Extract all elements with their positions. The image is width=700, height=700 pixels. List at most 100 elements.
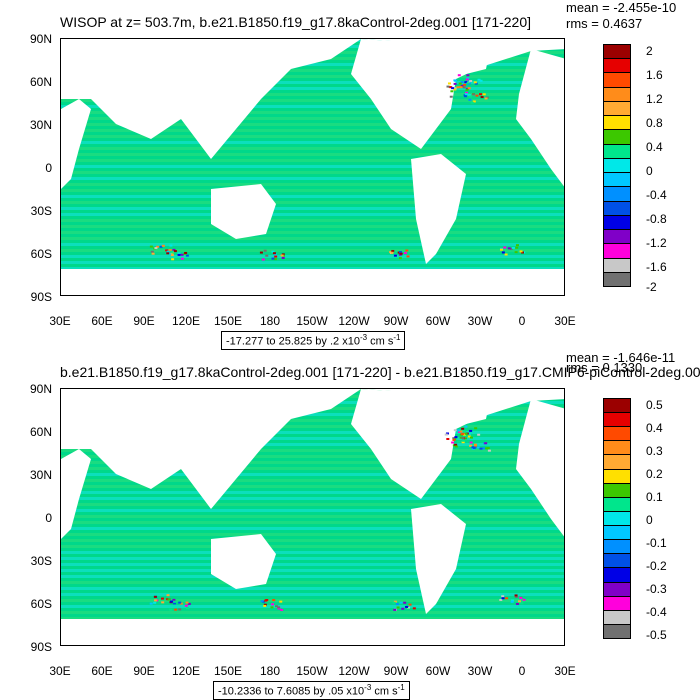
anomaly-cell [166, 594, 170, 597]
anomaly-cell [173, 600, 177, 603]
anomaly-cell [151, 252, 155, 255]
anomaly-cell [501, 595, 505, 598]
bottom-range-note: -10.2336 to 7.6085 by .05 x10-3 cm s-1 [213, 681, 410, 700]
anomaly-cell [449, 86, 453, 89]
ocean-band [61, 521, 564, 524]
land-mass [61, 619, 564, 645]
colorbar-box [603, 115, 631, 131]
colorbar-box [603, 553, 631, 569]
anomaly-cell [481, 447, 485, 450]
top-cbar-label: 0.8 [646, 116, 663, 130]
anomaly-cell [515, 602, 519, 605]
anomaly-cell [482, 93, 486, 96]
anomaly-cell [399, 252, 403, 255]
anomaly-cell [511, 246, 515, 249]
bottom-xtick: 60W [425, 664, 451, 678]
anomaly-cell [390, 251, 394, 254]
anomaly-cell [395, 603, 399, 606]
anomaly-cell [403, 252, 407, 255]
ocean-band [61, 503, 564, 506]
anomaly-cell [446, 437, 450, 440]
colorbar-box [603, 510, 631, 527]
bottom-range-exp2: -1 [397, 683, 405, 692]
anomaly-cell [393, 600, 397, 603]
colorbar-box [603, 482, 631, 498]
anomaly-cell [472, 100, 476, 103]
anomaly-cell [499, 248, 503, 251]
land-mass [211, 534, 276, 589]
land-mass [516, 399, 564, 537]
anomaly-cell [469, 444, 473, 447]
anomaly-cell [477, 78, 481, 81]
anomaly-cell [263, 604, 267, 607]
ocean-band [61, 539, 564, 542]
anomaly-cell [406, 255, 410, 258]
bottom-cbar-label: 0 [646, 513, 653, 527]
anomaly-cell [185, 601, 189, 604]
anomaly-cell [510, 600, 514, 603]
anomaly-cell [453, 82, 457, 85]
ocean-band [61, 267, 564, 270]
colorbar-box [603, 172, 631, 188]
bottom-range-prefix: -10.2336 to 7.6085 by .05 x10 [218, 685, 365, 698]
land-mass [456, 44, 491, 74]
ocean-band [61, 147, 564, 150]
top-mean: mean = -2.455e-10 [566, 0, 677, 15]
ocean-band [61, 189, 564, 192]
colorbar-box [603, 595, 631, 611]
top-cbar-label: -1.2 [646, 236, 667, 250]
ocean-band [61, 159, 564, 162]
top-cbar-label: 0 [646, 164, 653, 178]
anomaly-cell [457, 429, 461, 432]
anomaly-cell [454, 79, 458, 82]
anomaly-cell [460, 84, 464, 87]
anomaly-cell [464, 95, 468, 98]
anomaly-cell [177, 252, 181, 255]
bottom-xtick: 30E [49, 664, 71, 678]
ocean-band [61, 545, 564, 548]
anomaly-cell [464, 425, 468, 428]
land-mass [211, 184, 276, 239]
anomaly-cell [450, 90, 454, 93]
top-cbar-label: 2 [646, 44, 653, 58]
bottom-cbar-label: -0.4 [646, 605, 667, 619]
anomaly-cell [479, 447, 483, 450]
anomaly-cell [392, 601, 396, 604]
anomaly-cell [514, 251, 518, 254]
land-mass [351, 39, 456, 149]
top-cbar-label: -2 [646, 280, 657, 294]
anomaly-cell [480, 96, 484, 99]
anomaly-cell [281, 256, 285, 259]
anomaly-cell [273, 253, 277, 256]
bottom-cbar-label: 0.1 [646, 490, 663, 504]
ocean-band [61, 437, 564, 440]
anomaly-cell [173, 250, 177, 253]
land-mass [61, 389, 361, 509]
bottom-xtick: 150W [296, 664, 328, 678]
anomaly-cell [484, 442, 488, 445]
land-mass [61, 39, 361, 159]
anomaly-cell [184, 251, 188, 254]
anomaly-cell [153, 595, 157, 598]
ocean-band [61, 467, 564, 470]
anomaly-cell [265, 254, 269, 257]
anomaly-cell [475, 94, 479, 97]
anomaly-cell [501, 251, 505, 254]
anomaly-cell [472, 446, 476, 449]
anomaly-cell [185, 607, 189, 610]
anomaly-cell [149, 245, 153, 248]
anomaly-cell [446, 85, 450, 88]
anomaly-cell [456, 86, 460, 89]
anomaly-cell [460, 433, 464, 436]
top-xtick: 60W [425, 314, 451, 328]
anomaly-cell [280, 608, 284, 611]
anomaly-cell [271, 250, 275, 253]
anomaly-cell [468, 98, 472, 101]
ocean-band [61, 431, 564, 434]
anomaly-cell [469, 429, 473, 432]
anomaly-cell [412, 607, 416, 610]
anomaly-cell [474, 445, 478, 448]
colorbar-box [603, 539, 631, 555]
anomaly-cell [467, 435, 471, 438]
anomaly-cell [165, 249, 169, 252]
